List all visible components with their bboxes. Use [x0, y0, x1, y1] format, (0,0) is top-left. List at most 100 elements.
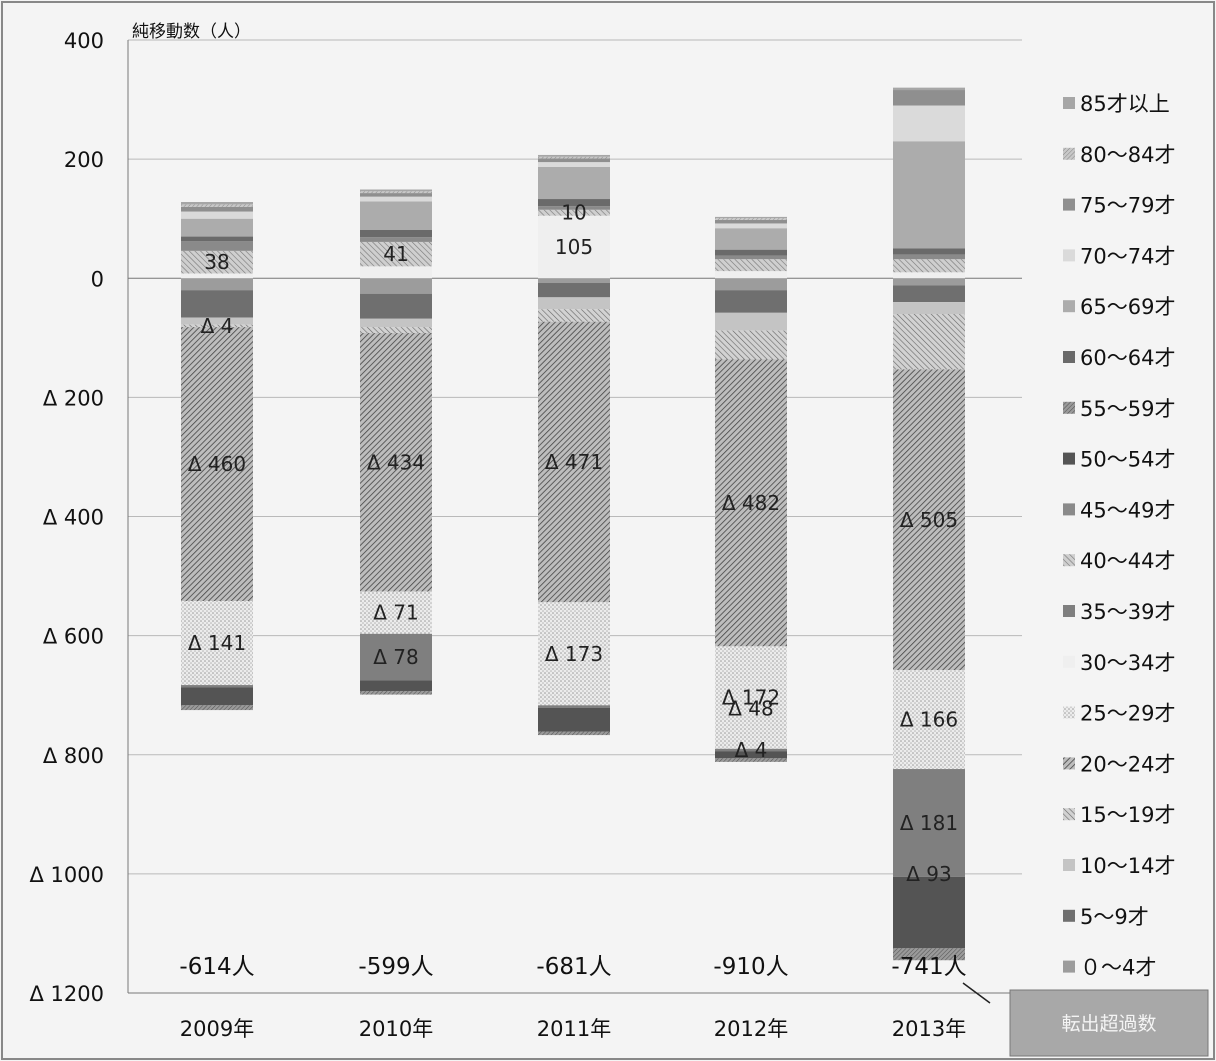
bar-segment — [181, 685, 253, 688]
legend-swatch — [1063, 757, 1075, 770]
data-label: Δ 172 — [722, 686, 780, 710]
bar-segment — [893, 90, 965, 106]
bar-segment — [538, 162, 610, 167]
legend-swatch — [1063, 300, 1075, 313]
bar-segment — [181, 290, 253, 318]
bar-segment — [360, 230, 432, 238]
data-label: Δ 141 — [188, 631, 246, 655]
bar-segment — [715, 312, 787, 331]
legend-swatch — [1063, 401, 1075, 414]
legend-label: 50～54才 — [1080, 448, 1175, 472]
data-label: 41 — [383, 242, 408, 266]
legend-label: 30～34才 — [1080, 651, 1175, 675]
bar-segment — [360, 193, 432, 197]
total-label: -681人 — [536, 954, 611, 980]
bar-segment — [181, 211, 253, 219]
legend-label: 55～59才 — [1080, 397, 1175, 421]
bar-segment — [360, 293, 432, 319]
bar-segment — [538, 309, 610, 322]
data-label: Δ 78 — [373, 645, 419, 669]
total-label: -614人 — [179, 954, 254, 980]
legend-swatch — [1063, 452, 1075, 465]
bar-segment — [538, 209, 610, 216]
bar-segment — [715, 748, 787, 752]
bar-segment — [360, 237, 432, 242]
legend-label: 40～44才 — [1080, 549, 1175, 573]
data-label: Δ 460 — [188, 452, 246, 476]
legend-label: ０～4才 — [1080, 956, 1156, 980]
legend-label: 85才以上 — [1080, 92, 1170, 116]
y-axis-title: 純移動数（人） — [132, 22, 251, 42]
data-labels: 38 Δ 460 Δ 141 Δ 4 41 Δ 78 Δ 434 Δ 71 10 105 Δ 471… — [188, 201, 958, 886]
legend-swatch — [1063, 554, 1075, 567]
data-label: Δ 71 — [373, 601, 419, 625]
data-label: Δ 434 — [367, 450, 425, 474]
bar-segment — [360, 266, 432, 279]
legend-label: 65～69才 — [1080, 295, 1175, 319]
bar-segment — [360, 278, 432, 294]
bar-segment — [893, 278, 965, 286]
bar-segment — [893, 670, 965, 770]
bar-segment — [893, 259, 965, 273]
data-label: Δ 93 — [906, 862, 952, 886]
bar-segment — [538, 154, 610, 157]
bar-segment — [538, 278, 610, 284]
legend-swatch — [1063, 909, 1075, 922]
bar-segment — [538, 707, 610, 732]
legend-swatch — [1063, 605, 1075, 617]
bar-segment — [893, 141, 965, 249]
bar-segment — [360, 318, 432, 328]
bar-segment — [715, 223, 787, 229]
bar-segment — [360, 189, 432, 192]
legend-label: 10～14才 — [1080, 854, 1175, 878]
bar-segment — [715, 751, 787, 759]
legend-label: 5～9才 — [1080, 905, 1149, 929]
data-label: Δ 48 — [728, 696, 774, 720]
bar-segment — [538, 297, 610, 310]
bar-segment — [538, 156, 610, 159]
legend-swatch — [1063, 859, 1075, 871]
data-label: Δ 505 — [900, 508, 958, 532]
bar-segment — [360, 633, 432, 681]
bar-stacks — [181, 87, 965, 961]
legend-label: 20～24才 — [1080, 752, 1175, 776]
bar-segment — [181, 206, 253, 212]
legend-label: 80～84才 — [1080, 143, 1175, 167]
axes: 400 200 0 Δ 200 Δ 400 Δ 600 Δ 800 Δ 1000 Δ 1200 2… — [30, 29, 1022, 1041]
bar-segment — [360, 691, 432, 695]
bar-segment — [715, 290, 787, 313]
data-label: Δ 482 — [722, 491, 780, 515]
bar-segment — [538, 206, 610, 210]
legend-label: 70～74才 — [1080, 244, 1175, 268]
bar-segment — [538, 321, 610, 603]
bar-segment — [181, 218, 253, 237]
annotation-pointer — [962, 982, 991, 1004]
data-label: Δ 181 — [900, 811, 958, 835]
bar-segment — [893, 248, 965, 255]
y-tick-label: 0 — [91, 267, 104, 291]
y-tick-label: Δ 600 — [43, 625, 104, 649]
bar-segment — [893, 254, 965, 260]
bar-segment — [893, 369, 965, 671]
legend-label: 60～64才 — [1080, 346, 1175, 370]
bar-segment — [538, 705, 610, 708]
bar-segment — [715, 646, 787, 749]
data-label: Δ 471 — [545, 450, 603, 474]
bar-segment — [715, 278, 787, 291]
bar-segment — [360, 241, 432, 267]
bar-segment — [538, 731, 610, 736]
bar-segment — [181, 687, 253, 706]
legend-swatch — [1063, 147, 1075, 160]
bar-segment — [715, 218, 787, 220]
bar-segment — [715, 271, 787, 279]
legend-swatch — [1063, 706, 1075, 719]
x-tick-label: 2012年 — [714, 1017, 788, 1041]
bar-segment — [893, 105, 965, 142]
legend-swatch — [1063, 249, 1075, 262]
data-label: Δ 173 — [545, 642, 603, 666]
bar-segment — [893, 313, 965, 370]
bar-segment — [715, 249, 787, 256]
legend-swatch — [1063, 503, 1075, 516]
bar-segment — [181, 202, 253, 205]
bar-segment — [360, 327, 432, 334]
